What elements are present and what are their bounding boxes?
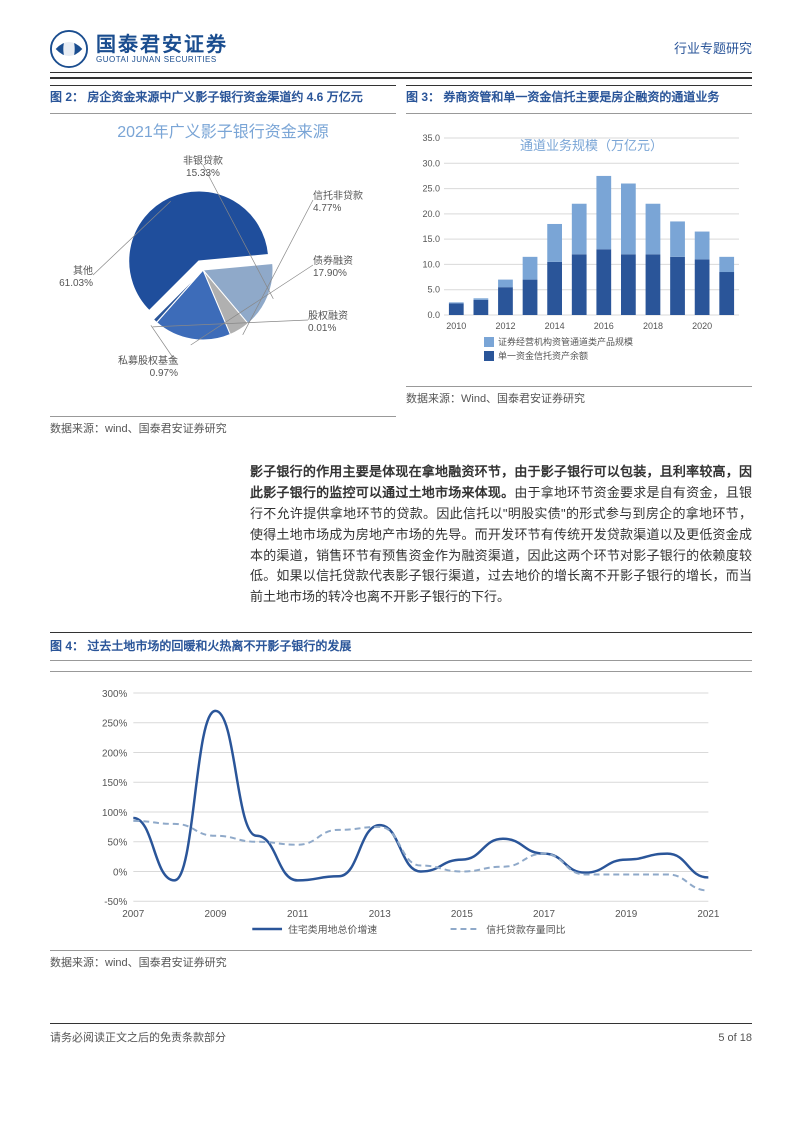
svg-text:私募股权基金: 私募股权基金 bbox=[118, 354, 178, 367]
svg-text:250%: 250% bbox=[102, 719, 128, 730]
bar-segment bbox=[719, 257, 734, 272]
svg-text:2010: 2010 bbox=[446, 321, 466, 331]
bar-segment bbox=[695, 260, 710, 316]
svg-text:信托贷款存量同比: 信托贷款存量同比 bbox=[486, 923, 565, 936]
fig2-chart: 2021年广义影子银行资金来源 其他61.03% 非银贷款15.33% 信托非贷款4… bbox=[50, 113, 396, 417]
svg-text:2009: 2009 bbox=[204, 909, 227, 920]
svg-text:通道业务规模（万亿元）: 通道业务规模（万亿元） bbox=[520, 138, 663, 153]
svg-text:信托非贷款: 信托非贷款 bbox=[313, 189, 363, 202]
svg-text:0.0: 0.0 bbox=[427, 310, 440, 320]
svg-text:单一资金信托资产余额: 单一资金信托资产余额 bbox=[498, 350, 588, 361]
svg-text:4.77%: 4.77% bbox=[313, 203, 341, 214]
fig3-caption: 图 3： 券商资管和单一资金信托主要是房企融资的通道业务 bbox=[406, 85, 752, 107]
svg-text:2016: 2016 bbox=[594, 321, 614, 331]
svg-text:2014: 2014 bbox=[545, 321, 565, 331]
svg-text:其他: 其他 bbox=[73, 264, 93, 277]
bar-segment bbox=[646, 255, 661, 316]
svg-text:2019: 2019 bbox=[615, 909, 638, 920]
body-paragraph: 影子银行的作用主要是体现在拿地融资环节，由于影子银行可以包装，且利率较高，因此影… bbox=[250, 462, 752, 608]
bar-segment bbox=[449, 303, 464, 304]
svg-text:股权融资: 股权融资 bbox=[308, 309, 348, 322]
svg-text:300%: 300% bbox=[102, 689, 128, 700]
svg-text:150%: 150% bbox=[102, 778, 128, 789]
svg-text:住宅类用地总价增速: 住宅类用地总价增速 bbox=[288, 923, 377, 936]
page-footer: 请务必阅读正文之后的免责条款部分 5 of 18 bbox=[50, 1023, 752, 1048]
footer-disclaimer: 请务必阅读正文之后的免责条款部分 bbox=[50, 1030, 226, 1048]
footer-page: 5 of 18 bbox=[718, 1030, 752, 1048]
svg-text:25.0: 25.0 bbox=[422, 184, 440, 194]
bar-segment bbox=[547, 224, 562, 262]
bar-segment bbox=[572, 255, 587, 316]
bar-segment bbox=[646, 204, 661, 255]
svg-text:5.0: 5.0 bbox=[427, 285, 440, 295]
svg-text:2007: 2007 bbox=[122, 909, 145, 920]
bar-segment bbox=[621, 184, 636, 255]
bar-segment bbox=[523, 257, 538, 280]
bar-segment bbox=[670, 257, 685, 315]
svg-text:2021: 2021 bbox=[697, 909, 720, 920]
svg-text:30.0: 30.0 bbox=[422, 158, 440, 168]
bar-segment bbox=[621, 255, 636, 316]
bar-segment bbox=[596, 176, 611, 249]
line-series bbox=[133, 711, 708, 881]
fig2-source: 数据来源：wind、国泰君安证券研究 bbox=[50, 421, 396, 439]
svg-text:2013: 2013 bbox=[369, 909, 392, 920]
svg-text:2015: 2015 bbox=[451, 909, 474, 920]
bar-segment bbox=[474, 298, 489, 300]
fig4-source: 数据来源：wind、国泰君安证券研究 bbox=[50, 955, 752, 973]
logo-block: 国泰君安证券 GUOTAI JUNAN SECURITIES bbox=[50, 30, 228, 68]
bar-segment bbox=[547, 262, 562, 315]
bar-segment bbox=[572, 204, 587, 255]
bar-segment bbox=[449, 304, 464, 316]
svg-text:0.01%: 0.01% bbox=[308, 323, 336, 334]
svg-text:15.0: 15.0 bbox=[422, 234, 440, 244]
bar-segment bbox=[498, 287, 513, 315]
bar-segment bbox=[670, 222, 685, 257]
svg-text:200%: 200% bbox=[102, 749, 128, 760]
svg-text:0.97%: 0.97% bbox=[150, 368, 178, 379]
svg-text:20.0: 20.0 bbox=[422, 209, 440, 219]
svg-text:2012: 2012 bbox=[495, 321, 515, 331]
fig4-caption: 图 4： 过去土地市场的回暖和火热离不开影子银行的发展 bbox=[50, 632, 752, 661]
bar-segment bbox=[596, 249, 611, 315]
svg-text:35.0: 35.0 bbox=[422, 133, 440, 143]
bar-segment bbox=[474, 300, 489, 315]
svg-text:100%: 100% bbox=[102, 808, 128, 819]
svg-text:10.0: 10.0 bbox=[422, 260, 440, 270]
paragraph-rest: 由于拿地环节资金要求是自有资金，且银行不允许提供拿地环节的贷款。因此信托以"明股… bbox=[250, 485, 752, 604]
bar-segment bbox=[498, 280, 513, 288]
svg-text:15.33%: 15.33% bbox=[186, 168, 220, 179]
svg-text:2018: 2018 bbox=[643, 321, 663, 331]
bar-segment bbox=[695, 232, 710, 260]
line-series bbox=[133, 821, 708, 891]
svg-text:非银贷款: 非银贷款 bbox=[183, 154, 223, 167]
doc-type-label: 行业专题研究 bbox=[674, 39, 752, 60]
bar-segment bbox=[719, 272, 734, 315]
fig3-source: 数据来源：Wind、国泰君安证券研究 bbox=[406, 391, 752, 409]
svg-text:2020: 2020 bbox=[692, 321, 712, 331]
svg-text:50%: 50% bbox=[108, 838, 128, 849]
svg-text:证券经营机构资管通道类产品规模: 证券经营机构资管通道类产品规模 bbox=[498, 336, 633, 347]
svg-text:-50%: -50% bbox=[104, 897, 127, 908]
bar-segment bbox=[523, 280, 538, 315]
fig2-caption: 图 2： 房企资金来源中广义影子银行资金渠道约 4.6 万亿元 bbox=[50, 85, 396, 107]
fig3-chart: 0.0 5.0 10.0 15.0 20.0 25.0 30.0 35.0 通道业务规模（万亿元… bbox=[406, 113, 752, 387]
svg-text:17.90%: 17.90% bbox=[313, 268, 347, 279]
fig4-chart: -50% 0% 50% 100% 150% 200% 250% 300% 2007 2009 201… bbox=[50, 671, 752, 951]
company-name-cn: 国泰君安证券 bbox=[96, 34, 228, 56]
header-rule bbox=[50, 77, 752, 79]
svg-text:61.03%: 61.03% bbox=[59, 278, 93, 289]
svg-text:2011: 2011 bbox=[287, 909, 309, 920]
svg-text:债券融资: 债券融资 bbox=[313, 254, 353, 267]
company-logo-icon bbox=[50, 30, 88, 68]
page-header: 国泰君安证券 GUOTAI JUNAN SECURITIES 行业专题研究 bbox=[50, 30, 752, 73]
company-name-en: GUOTAI JUNAN SECURITIES bbox=[96, 56, 228, 65]
svg-text:2017: 2017 bbox=[533, 909, 556, 920]
svg-text:0%: 0% bbox=[113, 868, 128, 879]
fig2-title: 2021年广义影子银行资金来源 bbox=[52, 120, 394, 146]
